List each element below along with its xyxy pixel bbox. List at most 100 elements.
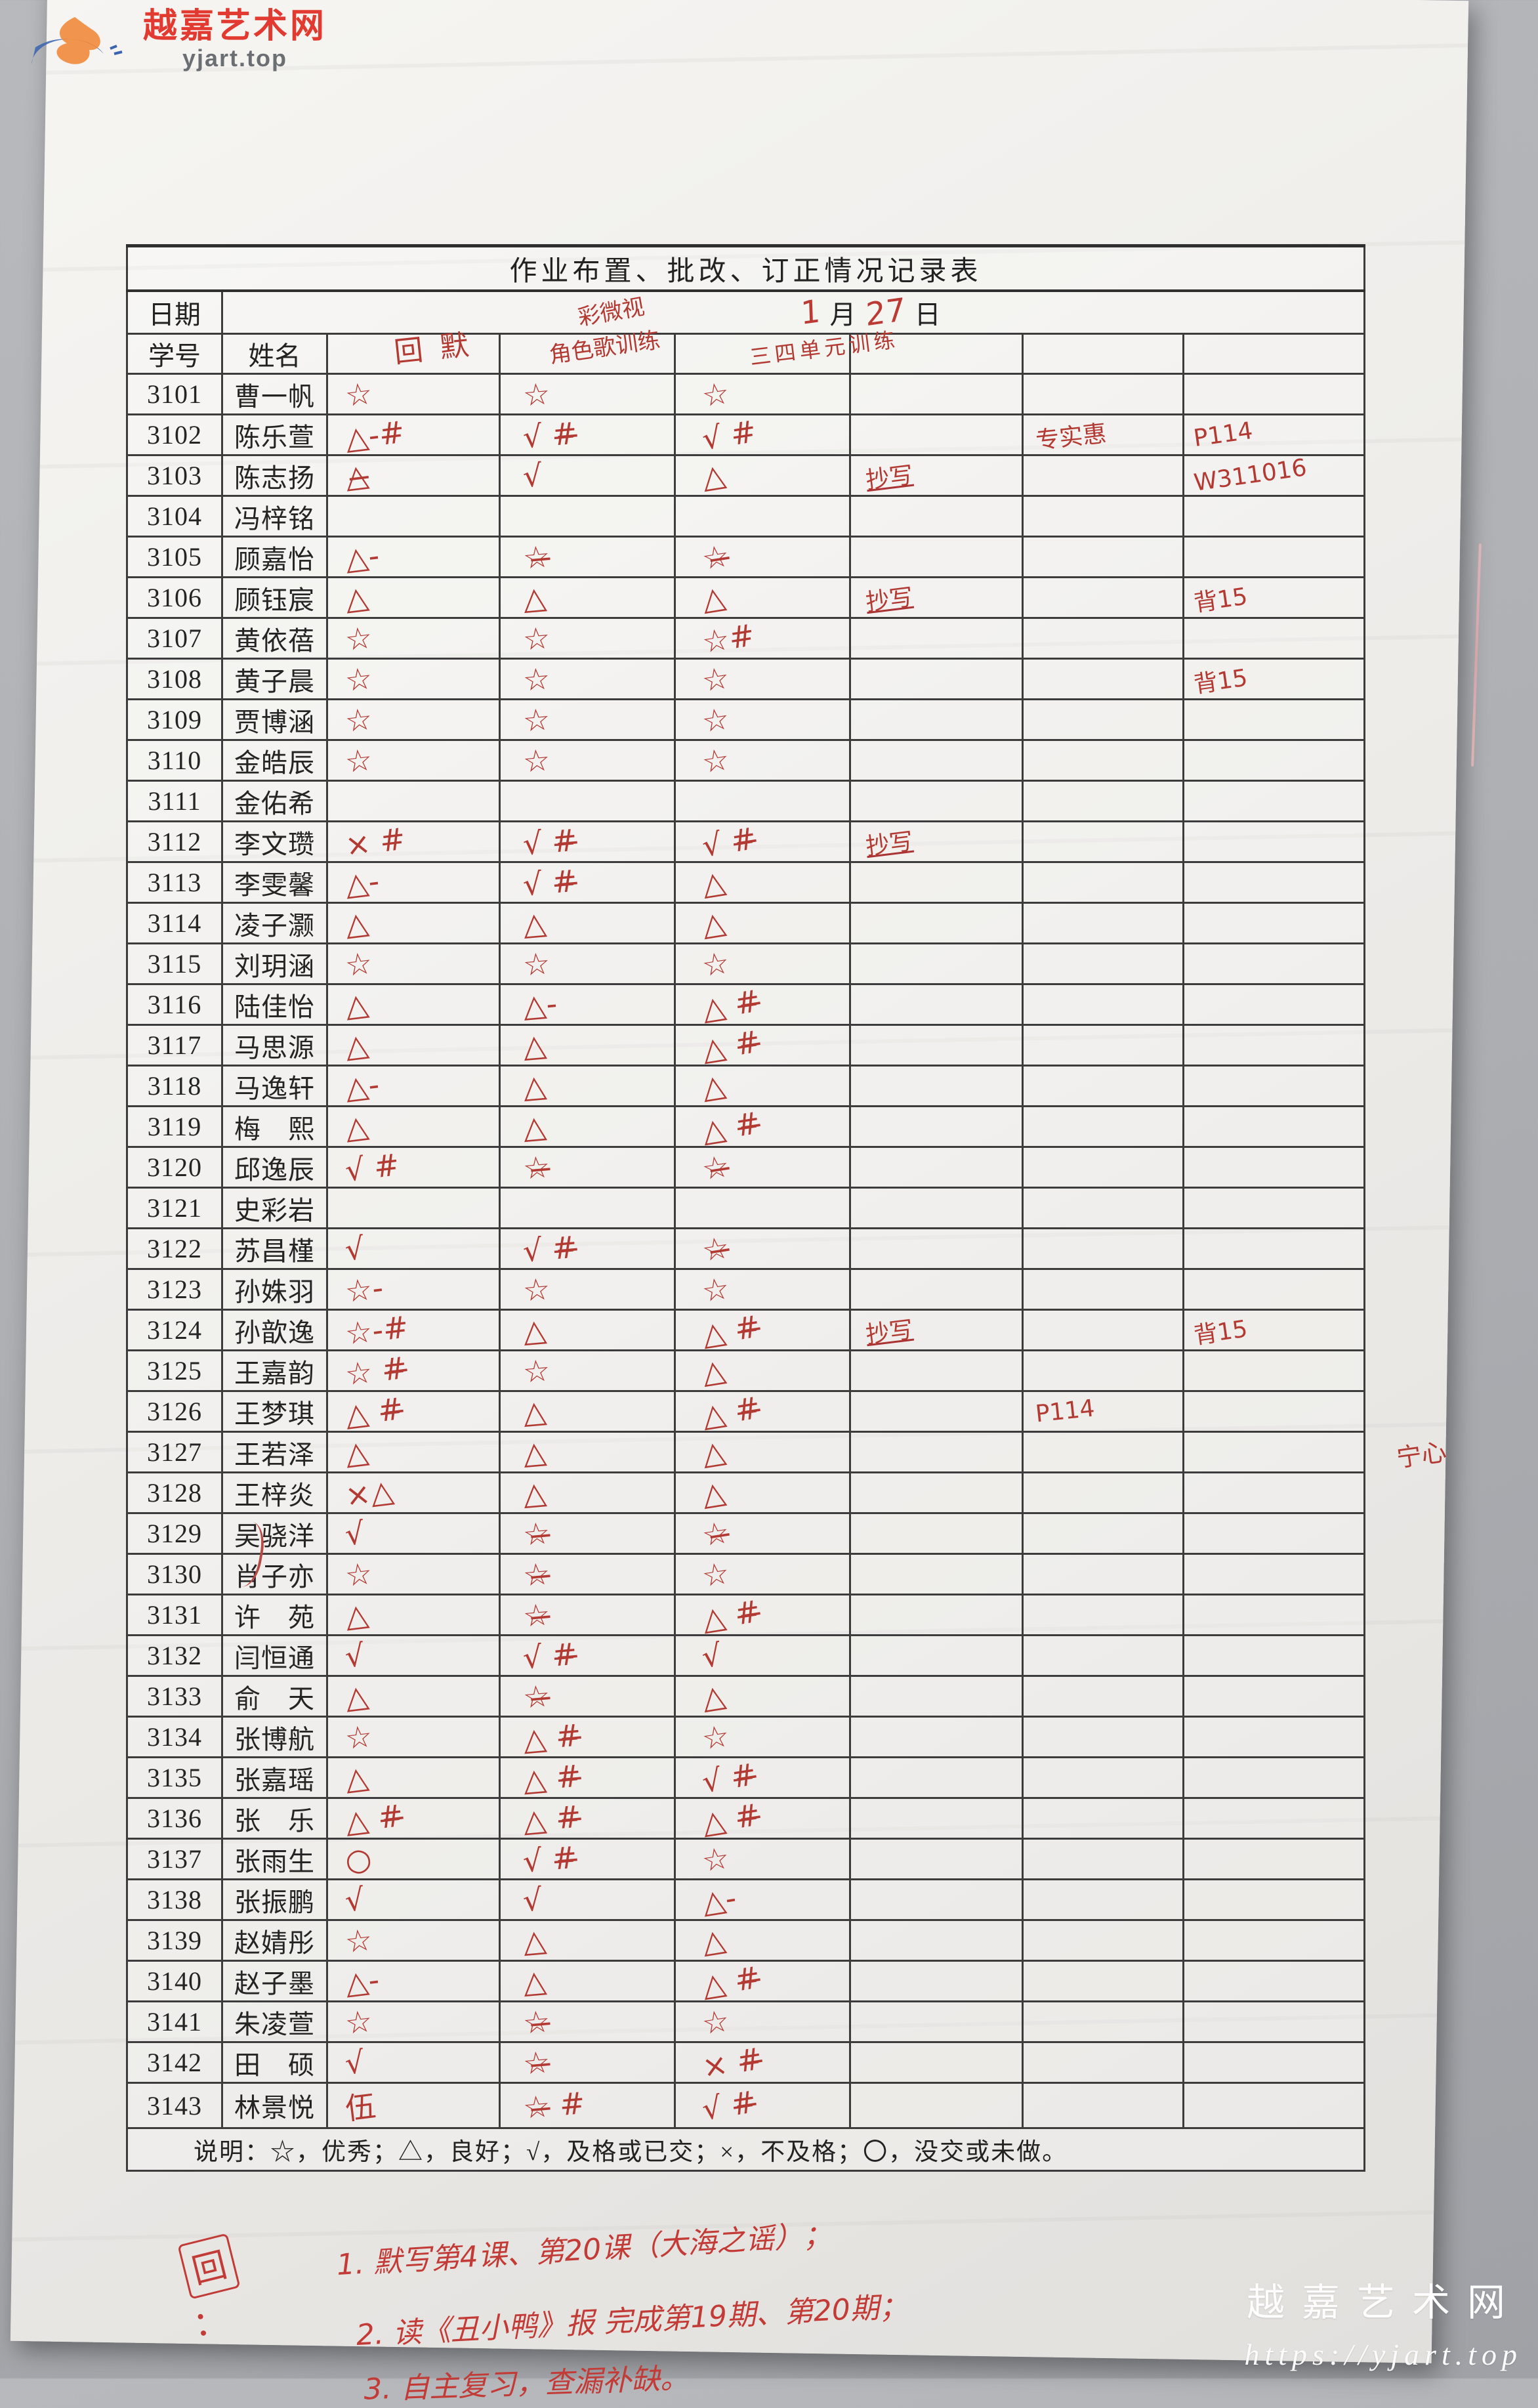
handwritten-mark: ☆̶ [521, 1148, 552, 1187]
handwritten-mark: △ [521, 1433, 548, 1471]
handwritten-mark: △-# [343, 413, 407, 456]
student-row-3130: 3130 肖子亦 ☆ ☆̶ ☆ [126, 1553, 1366, 1595]
cell-c1: ☆ [326, 658, 501, 700]
cell-id: 3101 [126, 373, 223, 415]
cell-id: 3133 [126, 1675, 223, 1718]
cell-c6 [1182, 1960, 1366, 2002]
student-row-3120: 3120 邱逸辰 √ # ☆̶ ☆̶ [126, 1146, 1366, 1189]
cell-c5 [1022, 861, 1184, 904]
handwritten-mark: ☆̶ [521, 2043, 552, 2082]
cell-c4: 抄写 [849, 1309, 1024, 1351]
cell-id: 3109 [126, 698, 223, 741]
handwritten-mark: ☆ [521, 619, 552, 658]
student-id: 3122 [147, 1234, 202, 1263]
student-id: 3114 [147, 908, 202, 938]
student-name: 苏昌槿 [234, 1236, 315, 1266]
handwritten-mark: × # [343, 820, 407, 863]
cell-c1: ☆ #̶ [326, 1349, 501, 1392]
cell-c6 [1182, 1553, 1366, 1595]
handwritten-mark: ☆ [521, 1270, 552, 1309]
handwritten-mark: △ [343, 1595, 371, 1634]
handwritten-mark: W311016 [1192, 454, 1309, 497]
cell-id: 3106 [126, 576, 223, 619]
cell-c2: ☆̶ [499, 2041, 676, 2084]
cell-c3: ☆̶ [674, 1227, 851, 1270]
cell-name: 孙姝羽 [221, 1268, 328, 1311]
cell-name: 许 苑 [221, 1594, 328, 1636]
student-row-3131: 3131 许 苑 △ ☆̶ △ #̶ [126, 1593, 1366, 1637]
cell-c3: △ #̶ [674, 1796, 851, 1840]
cell-name: 张雨生 [221, 1838, 328, 1880]
cell-id: 3121 [126, 1187, 223, 1229]
cell-c1: ☆ [326, 698, 501, 741]
cell-name: 张博航 [221, 1716, 328, 1758]
student-row-3109: 3109 贾博涵 ☆ ☆ ☆ [126, 698, 1366, 741]
cell-c5 [1022, 536, 1184, 578]
handwritten-mark: △ [521, 1311, 548, 1349]
cell-c1: △ #̶ [326, 1390, 501, 1433]
cell-c3 [674, 1187, 851, 1229]
handwritten-mark: √ # [343, 1146, 402, 1189]
student-name: 俞 天 [234, 1683, 315, 1714]
cell-name: 张 乐 [221, 1797, 328, 1840]
cell-c4 [849, 1756, 1024, 1799]
cell-c1: △ [326, 576, 501, 619]
student-id: 3120 [147, 1152, 202, 1182]
cell-name: 俞 天 [221, 1675, 328, 1718]
cell-c2: √ [499, 454, 676, 497]
handwritten-mark: 抄写 [864, 583, 915, 616]
handwritten-mark: △- [343, 1961, 382, 2001]
cell-c4 [849, 1105, 1024, 1148]
cell-c6: 背15 [1182, 658, 1366, 700]
cell-id: 3128 [126, 1471, 223, 1514]
cell-id: 3130 [126, 1553, 223, 1595]
student-name: 冯梓铭 [234, 503, 315, 534]
handwritten-mark: ☆- [343, 1269, 385, 1309]
col-header-task3 [674, 333, 851, 375]
handwritten-mark: △ #̶ [699, 1307, 763, 1353]
cell-c4 [849, 2000, 1024, 2043]
student-row-3139: 3139 赵婧彤 ☆ △ △ [126, 1919, 1366, 1962]
cell-id: 3107 [126, 617, 223, 660]
student-name: 李文瓒 [234, 829, 315, 859]
cell-id: 3105 [126, 536, 223, 578]
cell-name: 王若泽 [221, 1431, 328, 1473]
student-id: 3117 [147, 1030, 202, 1060]
handwritten-mark: ☆ [699, 374, 732, 414]
cell-c3: × #̶ [674, 2040, 851, 2084]
cell-c6 [1182, 902, 1366, 944]
cell-c2: ☆̶ [499, 1512, 676, 1555]
handwritten-mark: ☆ [343, 2002, 375, 2041]
cell-c3 [674, 495, 851, 538]
cell-c6 [1182, 1919, 1366, 1962]
cell-c1: △ [326, 1675, 501, 1718]
cell-c3: ☆ [674, 1838, 851, 1880]
cell-c3: √ #̶ [674, 2082, 851, 2129]
cell-name: 陈乐萱 [221, 413, 328, 456]
cell-c1: × # [326, 820, 501, 863]
cell-c1: △ [326, 902, 501, 944]
student-name: 王嘉韵 [234, 1358, 315, 1388]
student-row-3135: 3135 张嘉瑶 △ △ #̶ √ #̶ [126, 1756, 1366, 1800]
cell-c5 [1022, 820, 1184, 863]
cell-c2: ☆̶ # [499, 2082, 676, 2129]
handwritten-mark: △ [699, 1473, 728, 1512]
student-row-3117: 3117 马思源 △ △ △ #̶ [126, 1023, 1366, 1067]
cell-c6 [1182, 1105, 1366, 1148]
handwritten-mark: △ [343, 578, 371, 617]
cell-c2: △ [499, 576, 676, 619]
student-row-3134: 3134 张博航 ☆ △ #̶ ☆ [126, 1716, 1366, 1758]
student-name: 曹一帆 [234, 381, 315, 412]
handwritten-mark: ☆ [343, 700, 375, 739]
cell-c1: √ # [326, 1146, 501, 1189]
student-name: 王梓炎 [234, 1480, 315, 1510]
cell-c6 [1182, 739, 1366, 782]
handwritten-mark: √ [343, 1880, 367, 1919]
cell-name: 王嘉韵 [221, 1349, 328, 1392]
cell-c4 [849, 2082, 1024, 2129]
handwritten-mark: √ [521, 457, 544, 494]
student-row-3123: 3123 孙姝羽 ☆- ☆ ☆ [126, 1268, 1366, 1311]
watermark-site-url: yjart.top [182, 45, 288, 72]
student-name: 梅 熙 [234, 1114, 315, 1144]
cell-c5 [1022, 1309, 1184, 1351]
